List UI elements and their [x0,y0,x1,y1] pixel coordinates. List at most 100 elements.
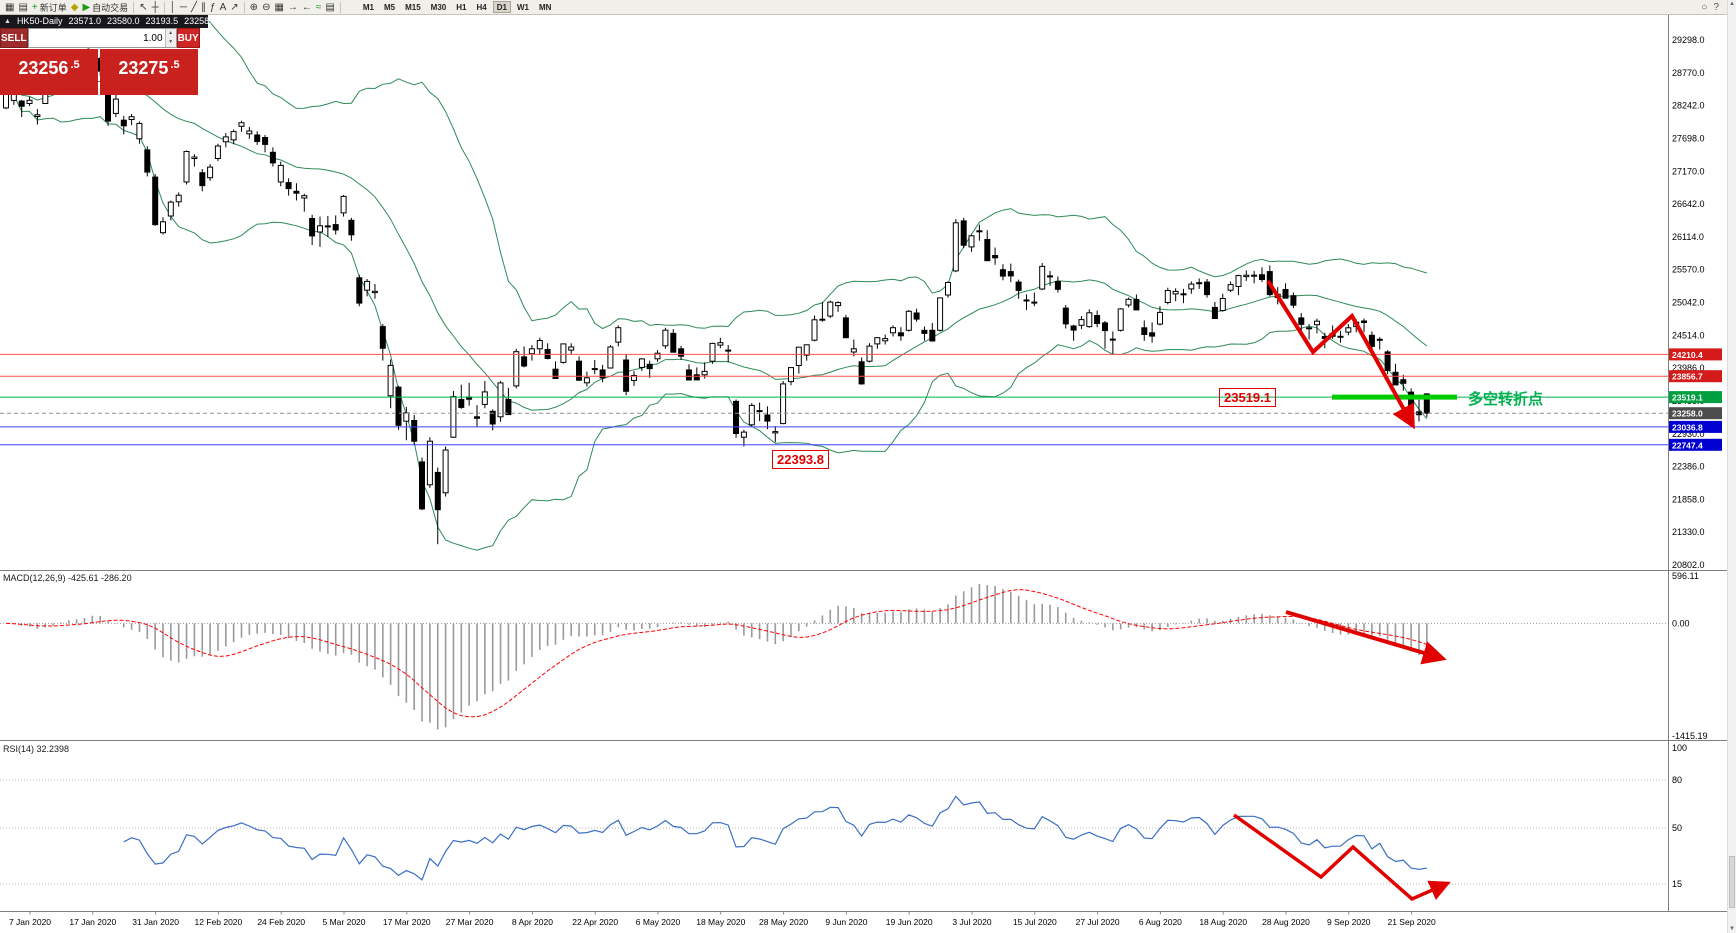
timeframe-m15-button[interactable]: M15 [405,3,421,12]
indicators-icon[interactable]: ≈ [314,1,324,14]
scrollbar-thumb[interactable] [1729,856,1735,908]
buy-price-box[interactable]: 23275 .5 [100,49,198,95]
sell-button[interactable]: SELL [0,28,28,48]
toolbar-separator [133,1,135,13]
date-axis-label: 28 Aug 2020 [1262,917,1310,927]
mql-wizard-icon[interactable]: ◆ [69,1,81,14]
turning-point-annotation[interactable]: 多空转折点 [1468,391,1544,408]
new-order-button[interactable]: + 新订单 [30,1,69,14]
price-axis-tick: 26642.0 [1672,199,1705,209]
cursor-icon[interactable]: ↖ [137,1,149,14]
timeframe-d1-button[interactable]: D1 [492,1,511,13]
one-click-collapse-arrow[interactable]: ▲ [4,18,11,25]
price-axis-tick: 29298.0 [1672,35,1705,45]
auto-trading-button[interactable]: ▶ 自动交易 [80,1,130,14]
date-axis-label: 22 Apr 2020 [572,917,618,927]
new-order-button-label: 新订单 [39,2,67,13]
chart-shift-icon[interactable]: ← [300,1,314,14]
new-chart-icon: ▦ [5,1,15,13]
rsi-axis-tick: 100 [1672,743,1687,753]
volume-increase-button[interactable]: ▲ [165,29,176,38]
scrollbar-down-icon[interactable]: ▼ [1729,926,1735,932]
search-icon[interactable]: ○ [1701,1,1708,13]
ohlc-close: 23258.0 [184,16,217,26]
help-icon[interactable]: ? [1713,1,1719,13]
cursor-icon: ↖ [139,1,148,13]
date-axis-label: 24 Feb 2020 [257,917,305,927]
fibonacci-icon[interactable]: ƒ [208,1,218,14]
sell-price-frac: .5 [70,59,80,71]
auto-trading-button-label: 自动交易 [92,2,129,13]
trendline-icon[interactable]: ╱ [189,1,199,14]
zoom-out-icon[interactable]: ⊖ [260,1,272,14]
downtrend-arrow-macd[interactable] [1285,610,1447,665]
arrow-object-icon[interactable]: ↗ [228,1,240,14]
vertical-line-icon[interactable]: │ [168,1,178,14]
crosshair-icon[interactable]: ┼ [150,1,161,14]
price-axis-tick: 22386.0 [1672,462,1705,472]
chart-symbol-period: HK50-Daily [16,16,63,26]
price-axis-tick: 21858.0 [1672,494,1705,504]
date-axis-label: 18 May 2020 [696,917,745,927]
rsi-axis-tick: 15 [1672,879,1682,889]
timeframe-h4-button[interactable]: H4 [476,3,487,12]
price-label-boxes: 24210.4 23856.7 23519.1 23258.0 23036.8 22747… [1669,348,1722,451]
ohlc-low: 23193.5 [145,16,179,26]
new-order-icon: + [31,1,38,13]
level-price-annotation[interactable]: 23519.1 [1219,388,1276,407]
timeframe-m30-button[interactable]: M30 [430,3,447,12]
price-box-label: 23258.0 [1672,409,1703,419]
price-box-label: 23856.7 [1672,372,1703,382]
timeframe-m1-button[interactable]: M1 [362,3,374,12]
date-axis-label: 8 Apr 2020 [512,917,553,927]
date-axis-label: 31 Jan 2020 [132,917,179,927]
horizontal-level-lines[interactable] [0,353,1668,446]
price-axis-tick: 25042.0 [1672,298,1705,308]
buy-button[interactable]: BUY [176,28,200,48]
vertical-scrollbar[interactable]: ▲ ▼ [1727,0,1736,933]
price-box-label: 23519.1 [1672,393,1703,403]
volume-decrease-button[interactable]: ▼ [165,38,176,47]
timeframe-group: M1 M5 M15 M30 H1 H4 D1 W1 MN [358,1,557,13]
timeframe-h1-button[interactable]: H1 [456,3,467,12]
auto-scroll-icon[interactable]: → [286,1,300,14]
date-axis-label: 28 May 2020 [759,917,808,927]
price-box-23856.7 [1669,370,1722,383]
text-label-icon: A [219,1,227,13]
price-box-23036.8 [1669,420,1722,433]
volume-input[interactable] [28,29,165,47]
timeframe-m5-button[interactable]: M5 [383,3,396,12]
channel-icon[interactable]: ∥ [199,1,208,14]
price-box-label: 22747.4 [1672,440,1703,450]
auto-trading-icon: ▶ [82,1,91,13]
timeframe-mn-button[interactable]: MN [538,3,552,12]
drawn-objects[interactable] [1232,279,1457,902]
sell-price-box[interactable]: 23256 .5 [0,49,98,95]
fibonacci-icon: ƒ [210,1,216,13]
macd-axis-tick: 596.11 [1672,571,1699,581]
scrollbar-up-icon[interactable]: ▲ [1729,1,1735,7]
downtrend-arrow-main[interactable] [1266,279,1415,430]
zoom-in-icon[interactable]: ⊕ [248,1,260,14]
tile-windows-icon[interactable]: ▦ [272,1,285,14]
horizontal-line-icon[interactable]: ─ [178,1,189,14]
price-box-23519.1 [1669,391,1722,404]
price-axis-tick: 24514.0 [1672,330,1705,340]
price-axis-tick: 20802.0 [1672,560,1705,570]
ohlc-high: 23580.0 [107,16,140,26]
timeframe-w1-button[interactable]: W1 [516,3,529,12]
period-templates-icon[interactable]: ▤ [323,1,336,14]
low-price-annotation[interactable]: 22393.8 [772,450,829,469]
chart-profiles-icon[interactable]: ▤ [16,1,29,14]
downtrend-arrow-rsi[interactable] [1232,813,1451,902]
toolbar-right-icons: ○? [1701,2,1733,13]
volume-field: ▲ ▼ [27,28,177,48]
text-label-icon[interactable]: A [218,1,229,14]
price-box-24210.4 [1669,348,1722,361]
indicators-icon: ≈ [315,1,322,13]
new-chart-icon[interactable]: ▦ [3,1,16,14]
mql-wizard-icon: ◆ [70,1,79,13]
price-axis-tick: 28242.0 [1672,101,1705,111]
date-axis-label: 27 Mar 2020 [446,917,494,927]
